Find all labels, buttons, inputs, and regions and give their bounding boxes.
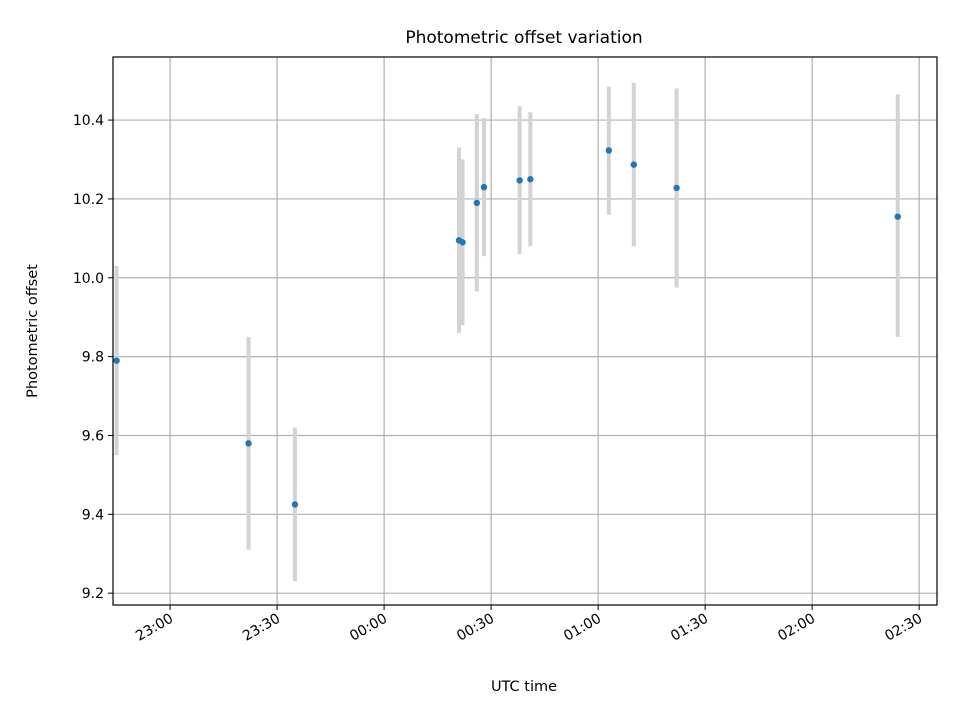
- data-point: [630, 161, 637, 168]
- x-tick-label: 02:30: [882, 611, 925, 645]
- x-tick-label: 01:00: [561, 611, 604, 645]
- data-point: [527, 176, 534, 183]
- data-point: [245, 440, 252, 447]
- plot-frame: [112, 56, 938, 606]
- data-point: [473, 199, 481, 207]
- x-tick-label: 23:30: [240, 611, 283, 645]
- data-point: [113, 357, 120, 364]
- x-tick-label: 02:00: [775, 611, 818, 645]
- y-axis: 9.2 9.4 9.6 9.8 10.0 10.2 10.4: [73, 113, 113, 602]
- y-axis-label: Photometric offset: [25, 264, 41, 398]
- data-point: [605, 147, 613, 154]
- x-tick-label: 00:30: [454, 611, 497, 645]
- chart-title: Photometric offset variation: [405, 28, 642, 48]
- data-point: [673, 184, 680, 192]
- x-tick-label: 23:00: [133, 611, 176, 645]
- data-point: [291, 501, 299, 508]
- x-tick-label: 00:00: [347, 611, 390, 645]
- grid: [113, 57, 937, 605]
- y-tick-label: 9.2: [82, 586, 104, 602]
- error-bars: [114, 82, 900, 582]
- y-tick-label: 10.0: [73, 271, 104, 287]
- data-point: [894, 213, 901, 220]
- x-axis-label: UTC time: [491, 679, 557, 695]
- y-tick-label: 9.6: [82, 428, 104, 444]
- y-tick-label: 10.4: [73, 113, 104, 129]
- data-points: [113, 147, 901, 508]
- x-tick-label: 01:30: [668, 611, 711, 645]
- data-point: [459, 239, 466, 246]
- y-tick-label: 10.2: [73, 192, 104, 208]
- x-axis: 23:00 23:30 00:00 00:30 01:00 01:30 02:00 02:30: [133, 605, 925, 645]
- y-tick-label: 9.8: [82, 350, 104, 366]
- y-tick-label: 9.4: [82, 507, 104, 523]
- data-point: [516, 177, 523, 184]
- data-point: [480, 183, 488, 191]
